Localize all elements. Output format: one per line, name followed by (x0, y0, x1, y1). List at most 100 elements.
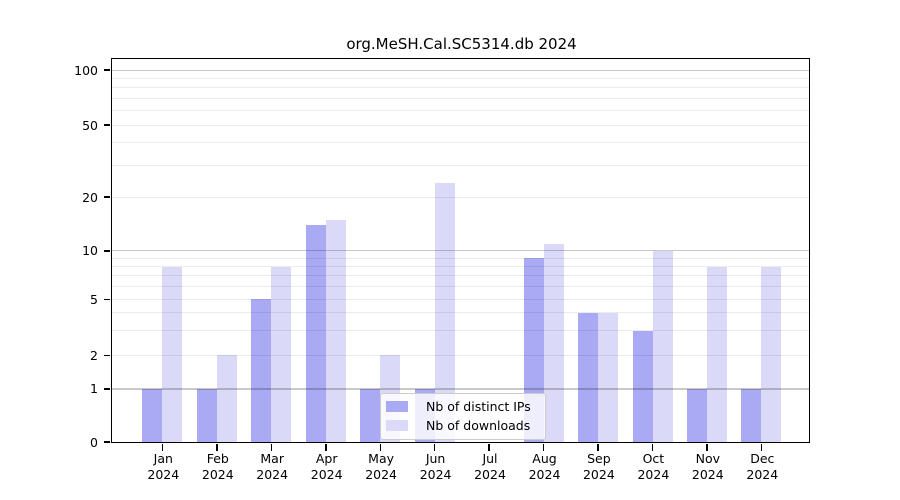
x-tick-label-year: 2024 (365, 466, 397, 482)
bar-ips-may-2024 (360, 389, 381, 443)
x-tick-jan-2024 (161, 444, 164, 451)
bar-downloads-oct-2024 (652, 250, 673, 443)
x-tick-label-year: 2024 (691, 466, 724, 482)
y-tick-label-10: 10 (82, 243, 98, 259)
x-tick-label-year: 2024 (474, 466, 506, 482)
bar-downloads-jun-2024 (434, 182, 455, 443)
legend-label: Nb of downloads (426, 418, 531, 433)
x-tick-label-month: Jan (153, 451, 173, 466)
x-tick-label-nov-2024: Nov 2024 (676, 451, 740, 482)
bar-downloads-dec-2024 (761, 266, 782, 443)
x-tick-label-year: 2024 (637, 466, 670, 482)
x-tick-label-month: Mar (260, 451, 284, 466)
x-tick-label-year: 2024 (528, 466, 561, 482)
x-tick-label-month: Apr (315, 451, 338, 466)
legend-swatch-downloads (386, 420, 408, 431)
y-tick-5 (103, 298, 111, 300)
gridline-70 (112, 97, 810, 99)
gridline-5 (112, 298, 810, 300)
x-tick-apr-2024 (325, 444, 327, 451)
x-tick-label-month: Jun (425, 451, 446, 466)
x-tick-aug-2024 (542, 444, 545, 451)
x-tick-label-sep-2024: Sep 2024 (567, 451, 631, 482)
plot-area (103, 58, 811, 451)
bar-downloads-feb-2024 (216, 355, 237, 443)
x-tick-label-month: Sep (587, 451, 611, 466)
x-tick-label-may-2024: May 2024 (349, 451, 413, 482)
x-tick-label-feb-2024: Feb 2024 (186, 451, 250, 482)
y-tick-20 (103, 196, 111, 198)
gridline-30 (112, 164, 810, 166)
legend: Nb of distinct IPs Nb of downloads (380, 392, 546, 440)
gridline-7 (112, 275, 810, 277)
gridline-1 (112, 388, 810, 390)
y-tick-50 (103, 124, 111, 126)
bar-ips-oct-2024 (632, 330, 653, 443)
y-tick-label-1: 1 (90, 381, 98, 397)
x-tick-label-oct-2024: Oct 2024 (621, 451, 685, 482)
bar-downloads-sep-2024 (598, 313, 619, 443)
x-tick-label-month: Nov (695, 451, 720, 466)
x-tick-label-year: 2024 (582, 466, 615, 482)
gridline-9 (112, 257, 810, 259)
bar-ips-jan-2024 (142, 389, 163, 443)
gridline-2 (112, 354, 810, 356)
y-tick-0 (103, 441, 111, 443)
x-tick-label-month: Feb (206, 451, 229, 466)
y-tick-label-100: 100 (74, 62, 98, 78)
x-tick-label-month: Oct (642, 451, 665, 466)
gridline-4 (112, 312, 810, 314)
bar-ips-apr-2024 (305, 224, 326, 443)
x-tick-nov-2024 (706, 444, 708, 451)
x-tick-label-month: May (368, 451, 395, 466)
legend-swatch-ips (386, 401, 408, 412)
x-tick-label-jul-2024: Jul 2024 (458, 451, 522, 482)
x-tick-label-year: 2024 (419, 466, 452, 482)
y-tick-1 (103, 388, 111, 390)
x-tick-label-year: 2024 (310, 466, 343, 482)
x-tick-label-year: 2024 (746, 466, 779, 482)
x-tick-label-jan-2024: Jan 2024 (131, 451, 195, 482)
y-tick-label-0: 0 (90, 434, 98, 450)
bar-downloads-nov-2024 (706, 266, 727, 443)
y-tick-label-2: 2 (90, 347, 98, 363)
x-tick-jun-2024 (434, 444, 436, 451)
legend-row: Nb of downloads (386, 416, 539, 435)
gridline-100 (112, 69, 810, 71)
bar-downloads-mar-2024 (271, 266, 292, 443)
bar-ips-dec-2024 (741, 389, 762, 443)
gridline-20 (112, 196, 810, 198)
bar-downloads-aug-2024 (543, 243, 564, 443)
bar-downloads-apr-2024 (325, 219, 346, 443)
gridline-50 (112, 124, 810, 126)
x-tick-label-month: Dec (750, 451, 775, 466)
y-tick-label-50: 50 (82, 117, 98, 133)
x-tick-label-apr-2024: Apr 2024 (295, 451, 359, 482)
x-tick-oct-2024 (651, 444, 654, 451)
legend-label: Nb of distinct IPs (426, 399, 531, 414)
x-tick-label-mar-2024: Mar 2024 (240, 451, 304, 482)
gridline-3 (112, 329, 810, 331)
bar-ips-nov-2024 (686, 389, 707, 443)
gridline-90 (112, 78, 810, 80)
x-tick-label-month: Jul (482, 451, 498, 466)
x-tick-mar-2024 (270, 444, 273, 451)
gridline-60 (112, 110, 810, 112)
x-tick-may-2024 (379, 444, 381, 451)
gridline-6 (112, 286, 810, 288)
gridline-8 (112, 265, 810, 267)
x-tick-label-aug-2024: Aug 2024 (513, 451, 577, 482)
gridline-80 (112, 87, 810, 89)
legend-row: Nb of distinct IPs (386, 397, 539, 416)
x-tick-dec-2024 (760, 444, 763, 451)
y-tick-label-20: 20 (82, 189, 98, 205)
x-tick-label-dec-2024: Dec 2024 (730, 451, 794, 482)
x-tick-feb-2024 (216, 444, 218, 451)
y-tick-100 (103, 69, 111, 71)
bar-ips-mar-2024 (251, 299, 272, 443)
x-tick-sep-2024 (597, 444, 599, 451)
x-tick-label-month: Aug (532, 451, 557, 466)
y-tick-10 (103, 250, 111, 252)
bar-downloads-jan-2024 (162, 266, 183, 443)
